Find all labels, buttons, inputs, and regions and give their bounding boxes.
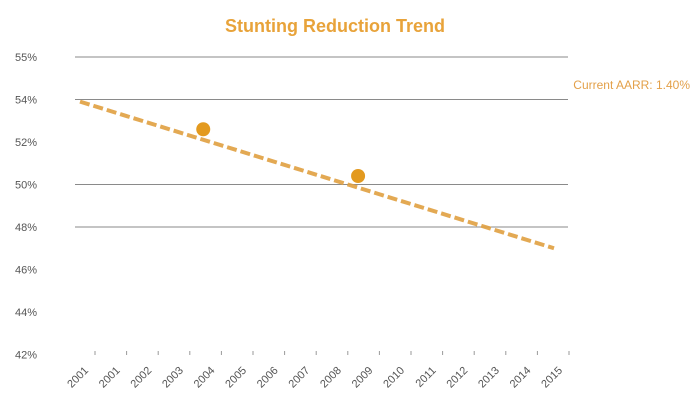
y-axis-ticks: 55% 54% 52% 50% 48% 46% 44% 42%	[15, 52, 37, 362]
trend-line	[79, 99, 555, 251]
annotation-aarr: Current AARR: 1.40%	[573, 78, 690, 92]
x-tick-label: 2003	[160, 365, 186, 391]
x-tick-label: 2010	[381, 365, 407, 391]
x-tick-label: 2013	[476, 365, 502, 391]
data-point	[351, 169, 366, 183]
y-tick-label: 52%	[15, 137, 37, 149]
x-tick-label: 2009	[350, 365, 376, 391]
x-tick-label: 2011	[414, 365, 439, 390]
y-tick-label: 55%	[15, 52, 37, 64]
y-tick-label: 46%	[15, 265, 37, 277]
x-tick-label: 2012	[445, 365, 471, 391]
x-tick-label: 2001	[65, 365, 91, 391]
series-group	[79, 99, 555, 251]
y-tick-label: 48%	[15, 222, 37, 234]
x-tick-label: 2002	[129, 365, 155, 391]
x-tick-label: 2006	[255, 365, 281, 391]
y-tick-label: 50%	[15, 180, 37, 192]
grid	[75, 56, 568, 228]
data-point	[196, 122, 211, 137]
x-tick-label: 2005	[223, 365, 249, 391]
x-tick-label: 2001	[97, 365, 123, 391]
x-tick-label: 2007	[287, 365, 313, 391]
x-tick-label: 2008	[318, 365, 344, 391]
y-tick-label: 54%	[15, 95, 37, 107]
x-tick-label: 2004	[192, 365, 218, 391]
x-tick-label: 2015	[539, 365, 565, 391]
x-tick-label: 2014	[508, 365, 534, 391]
chart-title: Stunting Reduction Trend	[225, 16, 445, 36]
x-axis-ticks: 2001 2001 2002 2003 2004 2005 2006 2007 2008 2009…	[65, 351, 570, 391]
y-tick-label: 44%	[15, 307, 37, 319]
y-tick-label: 42%	[15, 350, 37, 362]
